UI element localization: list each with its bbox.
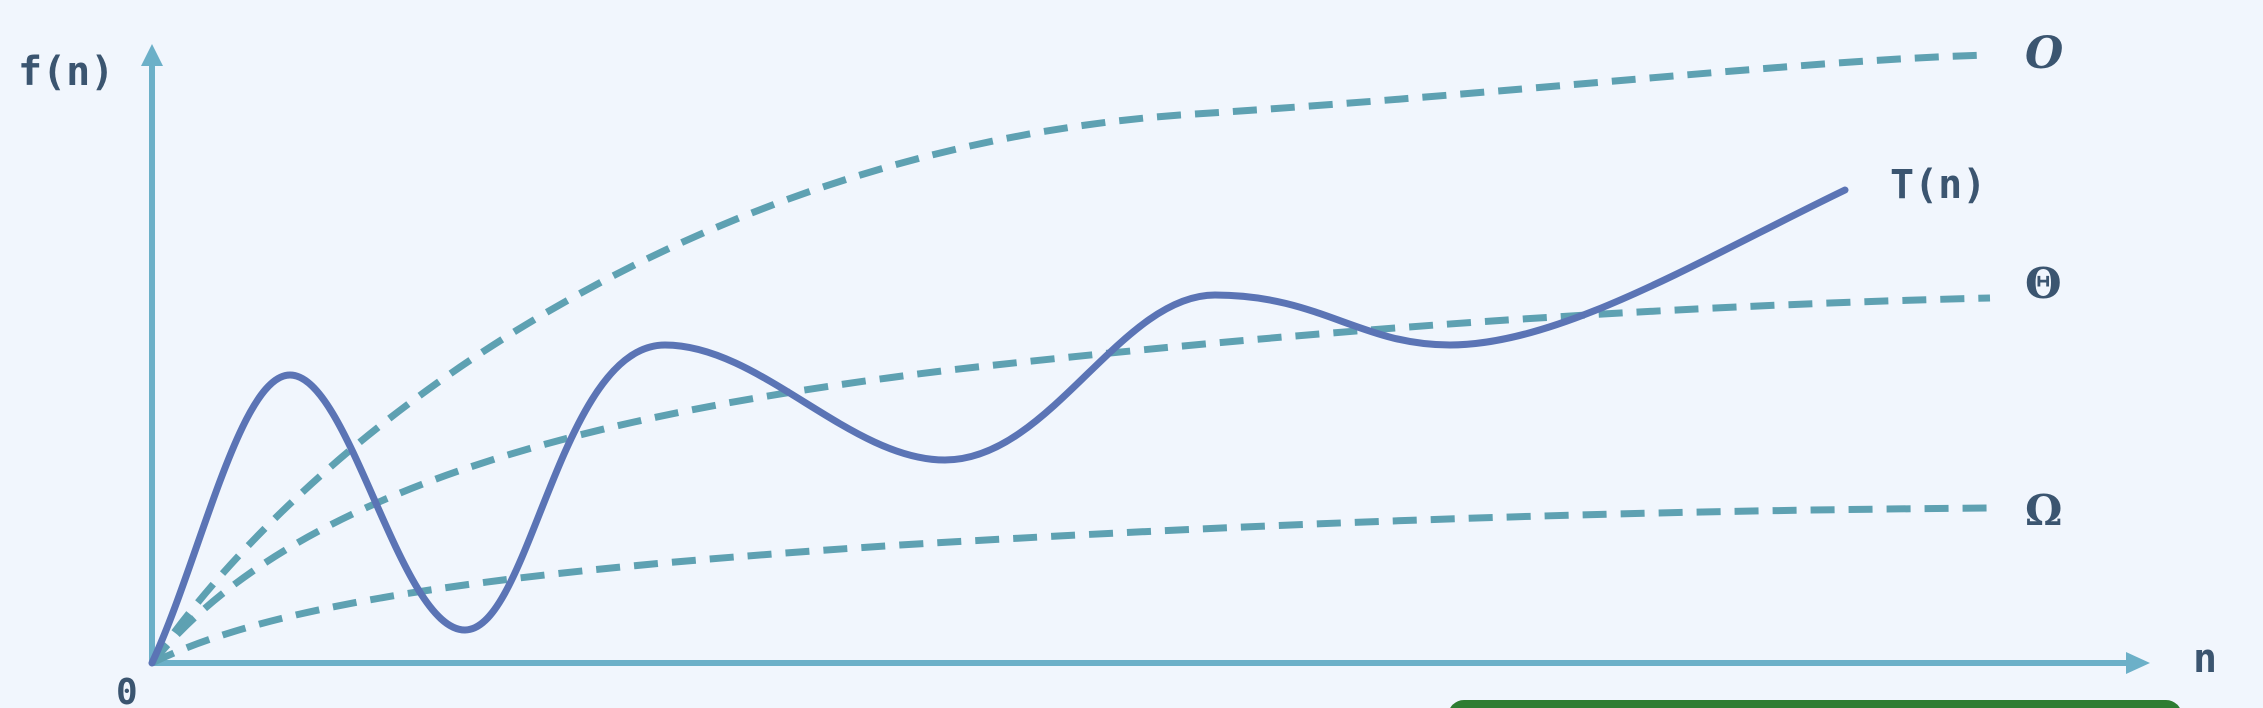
axes xyxy=(141,44,2150,674)
x-axis-label: n xyxy=(2193,636,2217,682)
t-of-n-curve xyxy=(148,186,1849,667)
theta-curve xyxy=(149,294,1991,666)
corner-accent-shape xyxy=(1450,700,2180,708)
big-o-curve xyxy=(149,51,1991,665)
omega-curve xyxy=(150,504,1991,667)
big-o-label: O xyxy=(2025,28,2063,79)
y-axis-label: f(n) xyxy=(18,49,114,95)
x-axis-arrowhead xyxy=(2126,652,2150,674)
omega-label: Ω xyxy=(2025,486,2062,535)
y-axis-arrowhead xyxy=(141,44,163,66)
t-of-n-label: T(n) xyxy=(1890,162,1986,208)
origin-label: 0 xyxy=(116,672,138,708)
theta-label: Θ xyxy=(2025,259,2062,308)
